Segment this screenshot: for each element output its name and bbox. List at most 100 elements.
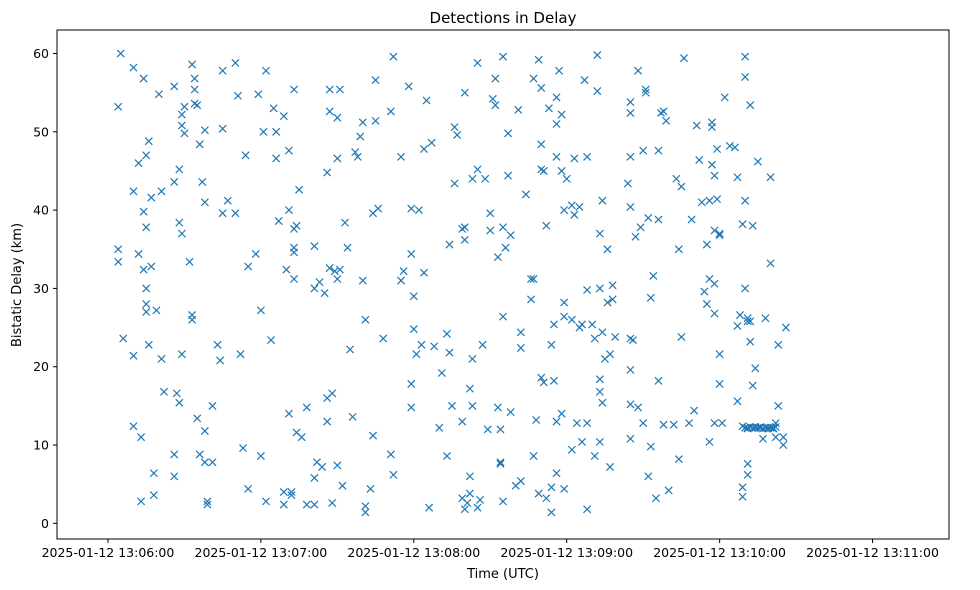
data-point <box>417 340 426 349</box>
data-point <box>333 274 342 284</box>
data-point <box>741 52 750 61</box>
data-point <box>139 265 148 274</box>
data-point <box>743 470 752 479</box>
data-point <box>713 145 722 154</box>
data-point <box>200 426 209 435</box>
data-point <box>448 401 457 410</box>
data-point <box>557 166 566 175</box>
data-point <box>147 193 156 202</box>
data-point <box>142 307 151 316</box>
y-tick-label: 30 <box>33 281 49 296</box>
data-point <box>137 497 146 506</box>
data-point <box>547 508 556 517</box>
data-point <box>399 267 408 276</box>
data-point <box>710 279 719 288</box>
data-point <box>218 66 227 75</box>
data-point <box>323 417 332 426</box>
data-point <box>450 123 459 132</box>
data-point <box>649 271 658 280</box>
data-point <box>570 154 579 163</box>
data-point <box>419 268 429 277</box>
x-tick-label: 2025-01-12 13:06:00 <box>42 545 175 560</box>
data-point <box>738 220 747 229</box>
x-axis-label: Time (UTC) <box>466 567 539 582</box>
data-point <box>177 350 186 359</box>
data-point <box>532 415 541 424</box>
data-point <box>555 66 564 75</box>
data-point <box>552 93 561 102</box>
data-point <box>170 82 179 91</box>
data-point <box>733 173 742 182</box>
x-tick-label: 2025-01-12 13:07:00 <box>195 545 328 560</box>
data-point <box>453 130 462 139</box>
data-point <box>748 381 757 390</box>
data-point <box>279 500 288 509</box>
data-point <box>177 121 186 130</box>
data-point <box>539 166 548 175</box>
data-point <box>468 401 477 410</box>
data-point <box>498 312 508 321</box>
data-point <box>741 196 750 205</box>
data-point <box>149 469 158 478</box>
data-point <box>256 306 265 315</box>
data-point <box>256 451 265 461</box>
data-point <box>409 325 418 334</box>
data-point <box>289 274 299 284</box>
data-point <box>195 140 204 149</box>
data-point <box>465 489 474 498</box>
data-point <box>626 152 635 161</box>
y-tick-label: 40 <box>33 203 49 218</box>
data-point <box>496 459 505 468</box>
data-point <box>713 195 722 204</box>
data-points <box>114 49 790 517</box>
data-point <box>753 157 762 166</box>
data-point <box>180 102 189 111</box>
data-point <box>335 265 344 274</box>
data-point <box>200 198 209 207</box>
data-point <box>595 375 604 384</box>
data-point <box>583 505 592 514</box>
data-point <box>639 419 648 428</box>
data-point <box>374 204 383 213</box>
data-point <box>733 397 742 406</box>
data-point <box>654 376 663 385</box>
data-point <box>501 243 510 252</box>
data-point <box>590 451 599 461</box>
data-point <box>628 336 638 345</box>
data-point <box>157 187 166 196</box>
data-point <box>351 148 360 157</box>
data-point <box>144 137 153 146</box>
data-point <box>690 406 699 415</box>
data-point <box>498 223 508 232</box>
data-point <box>371 116 380 125</box>
data-point <box>310 242 319 251</box>
data-point <box>244 262 253 271</box>
data-point <box>460 235 469 244</box>
data-point <box>154 90 163 99</box>
data-point <box>476 495 485 504</box>
data-point <box>340 218 350 227</box>
data-point <box>460 88 469 97</box>
data-point <box>529 451 538 461</box>
data-point <box>114 257 123 266</box>
data-point <box>302 500 311 509</box>
data-point <box>758 434 767 443</box>
data-point <box>491 74 500 83</box>
data-point <box>514 105 523 114</box>
data-point <box>465 472 474 481</box>
data-point <box>746 337 755 346</box>
data-point <box>310 500 319 509</box>
data-point <box>170 177 179 186</box>
data-point <box>516 343 525 352</box>
data-point <box>707 123 717 132</box>
data-point <box>769 423 778 432</box>
data-point <box>608 295 617 304</box>
data-point <box>343 243 352 252</box>
data-point <box>715 379 724 388</box>
y-tick-label: 60 <box>33 46 49 61</box>
data-point <box>493 253 502 262</box>
data-point <box>567 315 576 324</box>
data-point <box>287 487 296 497</box>
data-point <box>177 229 186 238</box>
data-point <box>735 311 745 320</box>
